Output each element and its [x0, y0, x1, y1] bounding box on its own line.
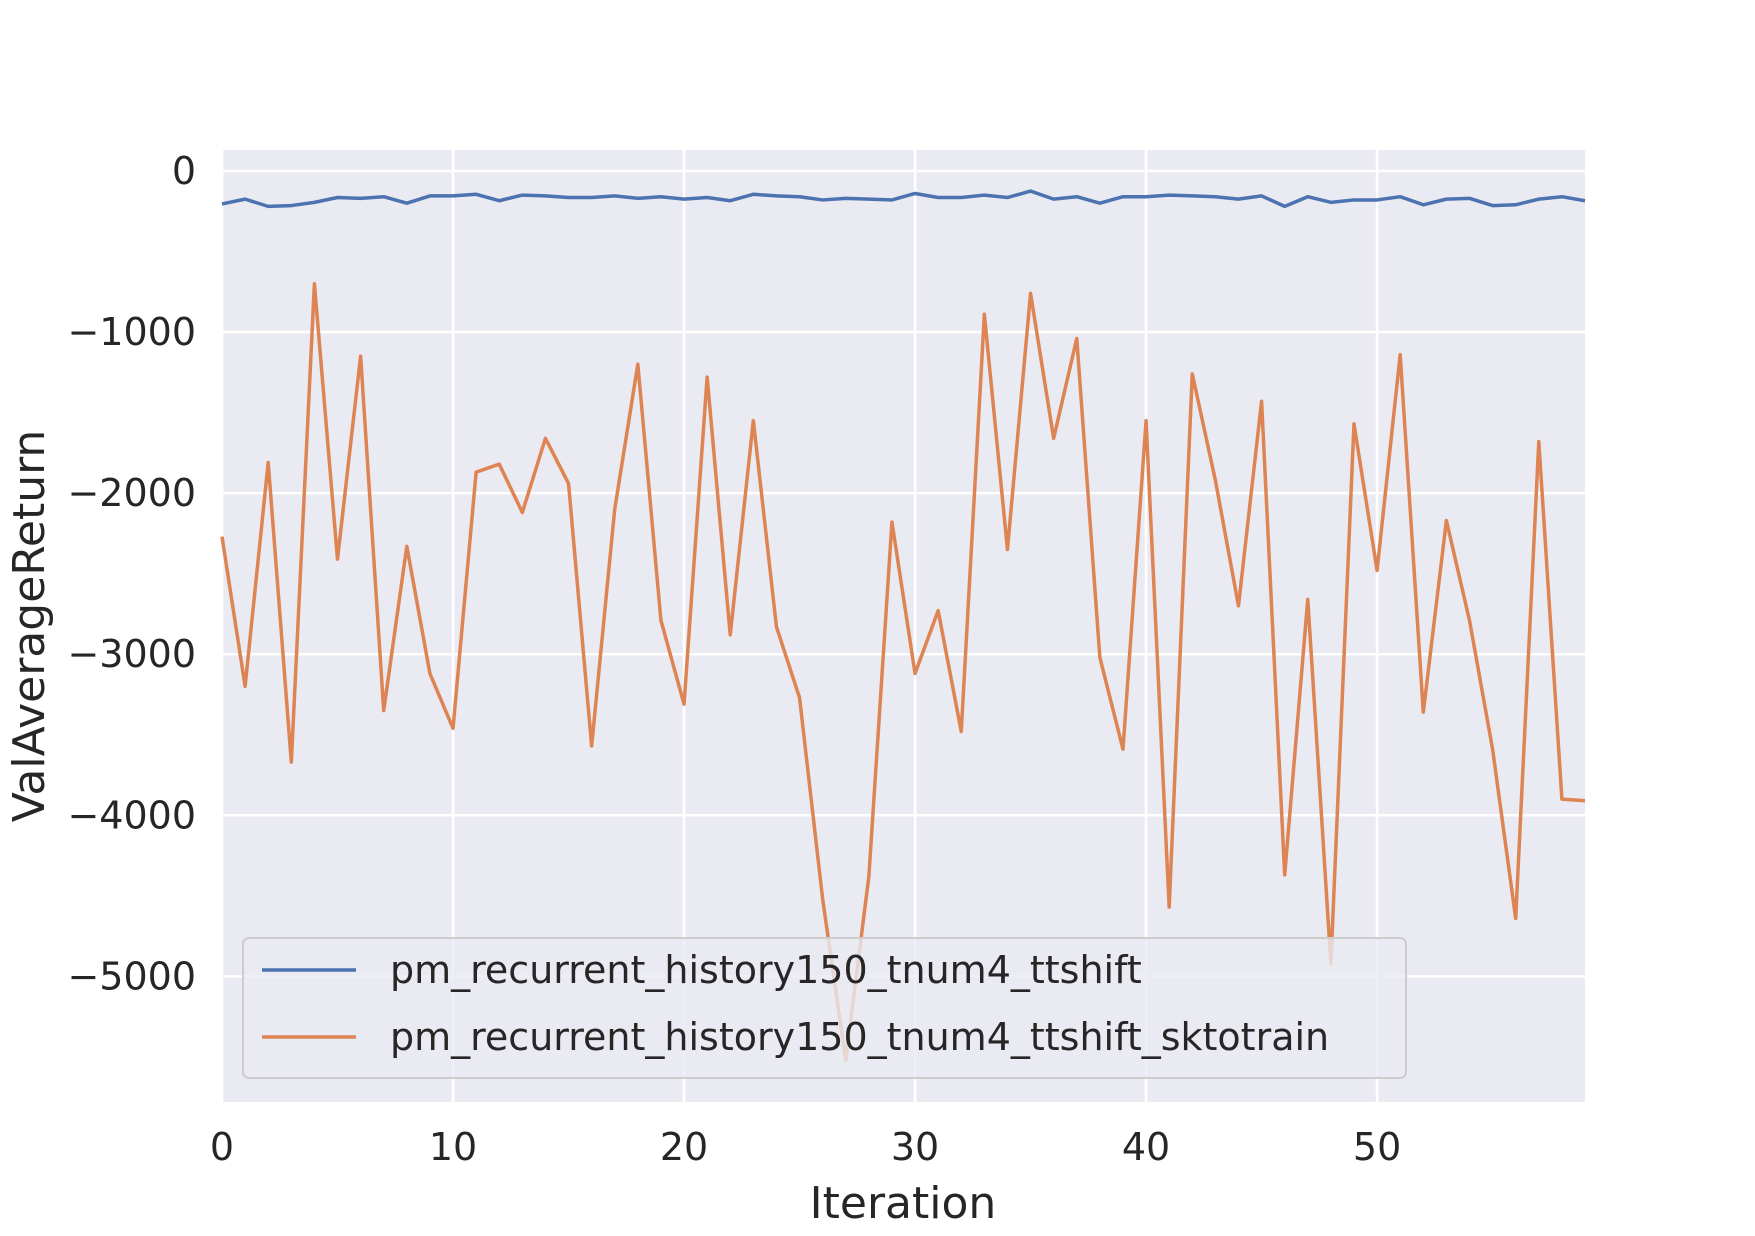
y-tick-label: −3000	[67, 632, 196, 676]
x-tick-label: 30	[891, 1125, 939, 1169]
legend-box	[242, 937, 1407, 1079]
y-tick-labels: 0 −1000 −2000 −3000 −4000 −5000	[67, 149, 196, 998]
y-tick-label: −2000	[67, 471, 196, 515]
x-tick-label: 50	[1353, 1125, 1401, 1169]
legend-label-series-2: pm_recurrent_history150_tnum4_ttshift_sk…	[390, 1015, 1329, 1059]
x-tick-label: 20	[660, 1125, 708, 1169]
y-tick-label: −4000	[67, 793, 196, 837]
x-axis-label: Iteration	[810, 1178, 997, 1229]
x-tick-label: 0	[210, 1125, 234, 1169]
x-tick-label: 40	[1122, 1125, 1170, 1169]
y-axis-label: ValAverageReturn	[4, 430, 55, 823]
series-layer	[220, 189, 1586, 1062]
y-tick-label: −1000	[67, 310, 196, 354]
grid-lines	[220, 150, 1585, 1102]
y-tick-label: −5000	[67, 954, 196, 998]
legend-label-series-1: pm_recurrent_history150_tnum4_ttshift	[390, 948, 1142, 992]
y-tick-label: 0	[172, 149, 196, 193]
x-tick-label: 10	[429, 1125, 477, 1169]
x-tick-labels: 0 10 20 30 40 50	[210, 1125, 1401, 1169]
series-line-2	[220, 281, 1586, 1062]
series-line-1	[221, 189, 1586, 209]
legend: pm_recurrent_history150_tnum4_ttshift pm…	[242, 937, 1407, 1079]
